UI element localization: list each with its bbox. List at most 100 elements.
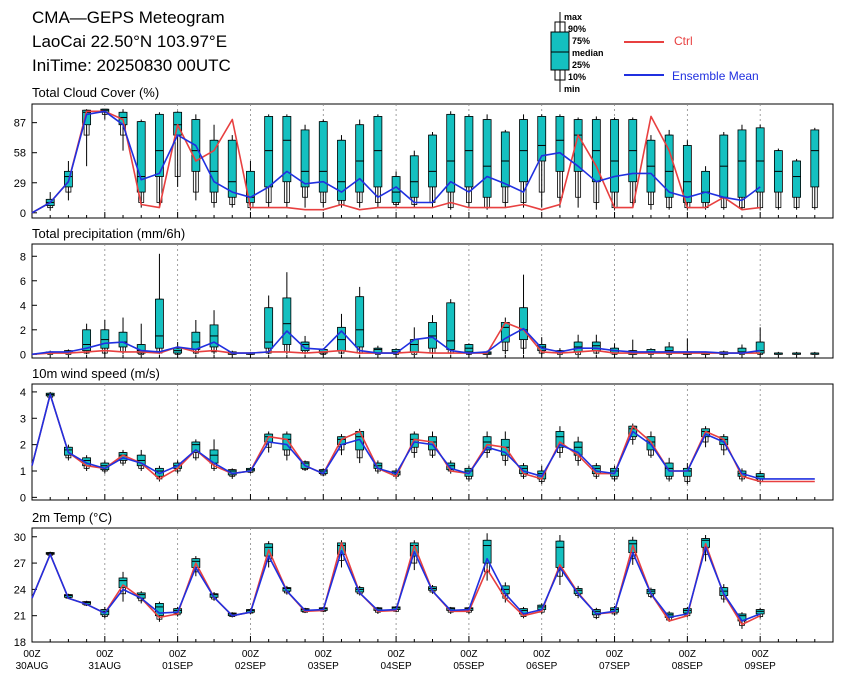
x-date-label: 03SEP (308, 661, 339, 672)
x-hour-label: 00Z (96, 649, 113, 660)
x-date-label: 05SEP (453, 661, 484, 672)
chart-title: CMA—GEPS Meteogram (32, 8, 225, 27)
precip-iqr-box (191, 331, 201, 350)
precip-ytick-label: 4 (20, 300, 26, 312)
cloud-iqr-box (428, 134, 437, 188)
legend-median: median (572, 48, 604, 58)
x-hour-label: 00Z (606, 649, 623, 660)
init-time-label: IniTime: 20250830 00UTC (32, 56, 231, 75)
cloud-iqr-box (318, 121, 328, 193)
x-date-label: 04SEP (381, 661, 412, 672)
cloud-iqr-box (82, 109, 92, 126)
temp-iqr-box (555, 540, 565, 568)
mean-legend-line (624, 74, 664, 76)
panel-title-wind: 10m wind speed (m/s) (32, 366, 160, 381)
cloud-iqr-box (610, 119, 619, 193)
wind-iqr-box (555, 431, 565, 448)
precip-iqr-box (355, 296, 365, 348)
cloud-mean-line (31, 110, 761, 214)
wind-iqr-box (482, 436, 492, 451)
x-date-label: 02SEP (235, 661, 266, 672)
location-label: LaoCai 22.50°N 103.97°E (32, 32, 228, 51)
precip-ytick-label: 6 (20, 276, 26, 288)
cloud-iqr-box (573, 119, 583, 172)
box-legend-glyph (550, 12, 570, 92)
precip-iqr-box (446, 302, 456, 350)
wind-iqr-box (682, 467, 692, 477)
cloud-iqr-box (227, 139, 237, 198)
x-hour-label: 00Z (23, 649, 40, 660)
precip-ytick-label: 2 (20, 325, 26, 337)
legend-p90: 90% (568, 24, 587, 34)
cloud-iqr-box (155, 113, 164, 177)
x-hour-label: 00Z (315, 649, 332, 660)
temp-ytick-label: 30 (14, 532, 26, 544)
panel-title-temp: 2m Temp (°C) (32, 510, 113, 525)
legend: max 90% 75% median 25% 10% min Ctrl Ense… (540, 8, 840, 96)
cloud-iqr-box (282, 116, 292, 183)
x-hour-label: 00Z (533, 649, 550, 660)
temp-ytick-label: 27 (14, 558, 26, 570)
x-date-label: 08SEP (672, 661, 703, 672)
precip-iqr-box (100, 329, 110, 349)
wind-ytick-label: 0 (20, 492, 26, 504)
precip-iqr-box (118, 331, 128, 348)
cloud-iqr-box (755, 127, 765, 193)
x-date-label: 06SEP (526, 661, 557, 672)
wind-ytick-label: 3 (20, 413, 26, 425)
ctrl-legend-label: Ctrl (674, 34, 693, 48)
cloud-iqr-box (737, 129, 747, 198)
temp-ytick-label: 18 (14, 637, 26, 649)
temp-iqr-box (409, 542, 419, 557)
cloud-ytick-label: 58 (14, 148, 26, 160)
mean-legend-label: Ensemble Mean (672, 69, 759, 83)
cloud-iqr-box (482, 119, 492, 198)
cloud-iqr-box (500, 131, 510, 188)
header: CMA—GEPS Meteogram LaoCai 22.50°N 103.97… (32, 6, 231, 78)
precip-iqr-box (300, 341, 310, 352)
wind-ytick-label: 4 (20, 387, 26, 399)
x-hour-label: 00Z (460, 649, 477, 660)
cloud-iqr-box (464, 116, 474, 188)
wind-ytick-label: 2 (20, 440, 26, 452)
x-date-label: 07SEP (599, 661, 630, 672)
temp-ytick-label: 21 (14, 611, 26, 623)
temp-iqr-box (591, 609, 601, 616)
cloud-iqr-box (792, 160, 801, 198)
cloud-iqr-box (701, 170, 710, 203)
legend-p10: 10% (568, 72, 587, 82)
cloud-iqr-box (810, 129, 820, 188)
legend-p75: 75% (572, 36, 591, 46)
precip-iqr-box (282, 297, 292, 345)
wind-ytick-label: 1 (20, 466, 26, 478)
x-hour-label: 00Z (169, 649, 186, 660)
temp-ytick-label: 24 (14, 584, 26, 596)
cloud-iqr-box (209, 139, 219, 193)
temp-iqr-box (118, 577, 128, 589)
ctrl-legend-line (624, 41, 664, 43)
x-date-label: 31AUG (88, 661, 121, 672)
cloud-iqr-box (537, 116, 547, 162)
precip-iqr-box (82, 329, 92, 352)
legend-p25: 25% (572, 60, 591, 70)
x-hour-label: 00Z (752, 649, 769, 660)
legend-max: max (564, 12, 583, 22)
cloud-iqr-box (300, 129, 310, 188)
precip-iqr-box (264, 307, 274, 349)
cloud-ctrl-line (31, 110, 761, 214)
cloud-iqr-box (446, 113, 456, 193)
temp-mean-line (31, 546, 761, 622)
x-date-label: 30AUG (16, 661, 49, 672)
precip-ytick-label: 0 (20, 349, 26, 361)
cloud-iqr-box (682, 145, 692, 203)
temp-iqr-box (482, 539, 492, 564)
cloud-iqr-box (409, 155, 419, 198)
x-hour-label: 00Z (679, 649, 696, 660)
cloud-ytick-label: 29 (14, 178, 26, 190)
panel-title-precip: Total precipitation (mm/6h) (32, 226, 186, 241)
legend-min: min (564, 84, 581, 94)
cloud-iqr-box (337, 139, 346, 201)
panel-title-cloud: Total Cloud Cover (%) (32, 85, 160, 100)
cloud-iqr-box (555, 116, 565, 172)
